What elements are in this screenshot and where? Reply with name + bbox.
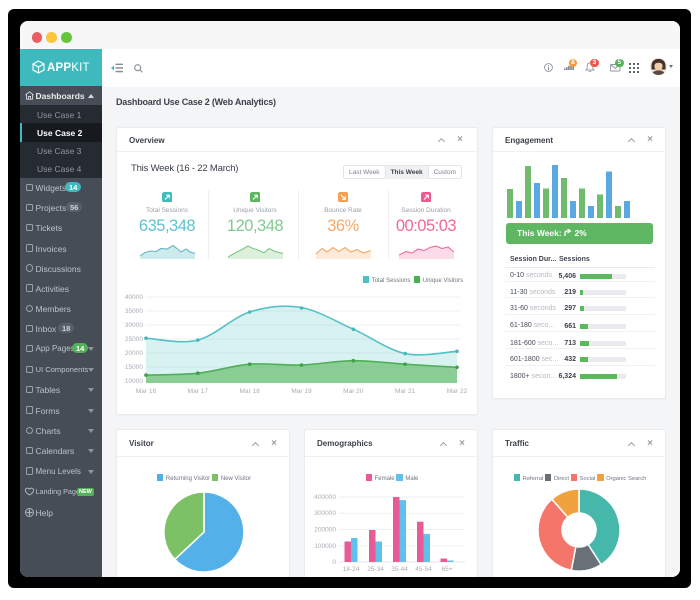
svg-text:35-44: 35-44: [391, 566, 408, 573]
svg-text:30000: 30000: [125, 322, 143, 329]
svg-text:Mar 17: Mar 17: [188, 388, 209, 395]
svg-text:Mar 16: Mar 16: [136, 388, 157, 395]
svg-text:15000: 15000: [125, 364, 143, 371]
svg-text:40000: 40000: [125, 294, 143, 301]
svg-text:45-54: 45-54: [415, 566, 432, 573]
svg-text:Mar 22: Mar 22: [447, 388, 468, 395]
svg-text:Mar 20: Mar 20: [343, 388, 364, 395]
svg-text:Mar 21: Mar 21: [395, 388, 416, 395]
svg-text:25-34: 25-34: [367, 566, 384, 573]
svg-text:400000: 400000: [314, 494, 336, 501]
svg-text:Mar 19: Mar 19: [291, 388, 312, 395]
svg-text:Mar 18: Mar 18: [240, 388, 261, 395]
svg-text:18-24: 18-24: [343, 566, 360, 573]
svg-text:20000: 20000: [125, 350, 143, 357]
svg-text:25000: 25000: [125, 336, 143, 343]
svg-text:0: 0: [332, 559, 336, 566]
svg-text:35000: 35000: [125, 308, 143, 315]
svg-text:10000: 10000: [125, 378, 143, 385]
svg-text:300000: 300000: [314, 510, 336, 517]
svg-text:100000: 100000: [314, 543, 336, 550]
svg-text:200000: 200000: [314, 527, 336, 534]
svg-text:65+: 65+: [441, 566, 452, 573]
